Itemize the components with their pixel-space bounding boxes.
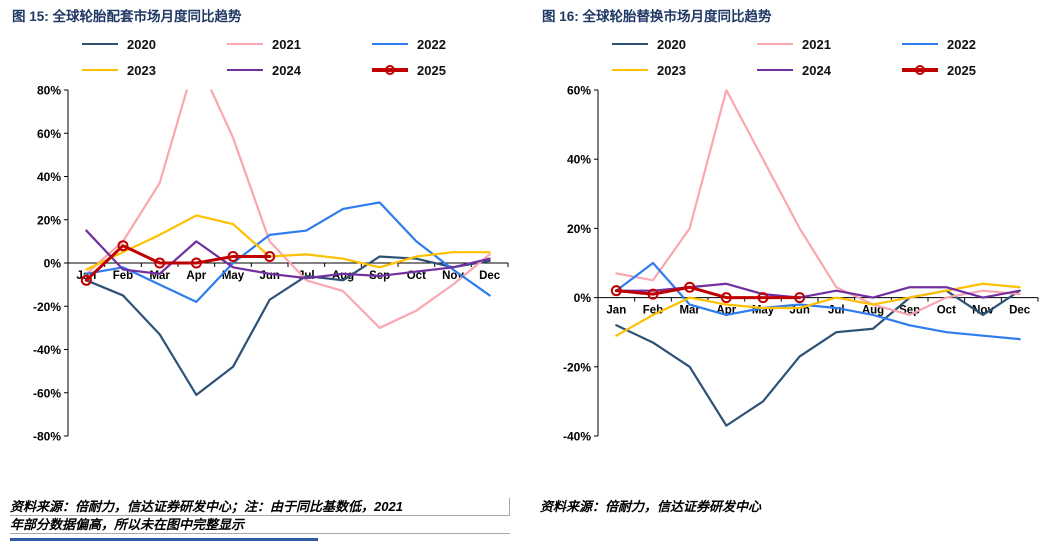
svg-text:0%: 0% bbox=[574, 291, 592, 305]
legend-label-2022: 2022 bbox=[417, 36, 446, 52]
svg-text:20%: 20% bbox=[37, 213, 61, 227]
legend-item-2021: 2021 bbox=[227, 34, 372, 54]
svg-text:Oct: Oct bbox=[937, 305, 956, 317]
svg-text:Jan: Jan bbox=[606, 305, 626, 317]
legend-swatch-2023 bbox=[612, 68, 648, 72]
legend-item-2022: 2022 bbox=[902, 34, 1048, 54]
legend-item-2024: 2024 bbox=[757, 60, 902, 80]
svg-text:Dec: Dec bbox=[1009, 305, 1031, 317]
figure-16-title: 图 16: 全球轮胎替换市场月度同比趋势 bbox=[542, 9, 772, 24]
legend-item-2023: 2023 bbox=[82, 60, 227, 80]
legend-item-2023: 2023 bbox=[612, 60, 757, 80]
svg-text:60%: 60% bbox=[567, 84, 591, 98]
svg-text:40%: 40% bbox=[37, 170, 61, 184]
legend-label-2024: 2024 bbox=[802, 62, 831, 78]
legend-item-2024: 2024 bbox=[227, 60, 372, 80]
legend-label-2025: 2025 bbox=[417, 62, 446, 78]
legend-swatch-2025 bbox=[372, 65, 408, 75]
legend-item-2025: 2025 bbox=[372, 60, 518, 80]
legend-swatch-2022 bbox=[902, 42, 938, 46]
svg-text:20%: 20% bbox=[567, 222, 591, 236]
legend-label-2022: 2022 bbox=[947, 36, 976, 52]
svg-text:-40%: -40% bbox=[33, 343, 61, 357]
svg-text:Apr: Apr bbox=[186, 270, 206, 282]
svg-text:-20%: -20% bbox=[33, 300, 61, 314]
legend-label-2021: 2021 bbox=[272, 36, 301, 52]
legend-swatch-2024 bbox=[227, 68, 263, 72]
bottom-divider-rule bbox=[10, 538, 318, 541]
legend-label-2020: 2020 bbox=[127, 36, 156, 52]
legend-item-2020: 2020 bbox=[612, 34, 757, 54]
svg-text:Mar: Mar bbox=[679, 305, 700, 317]
legend-swatch-2024 bbox=[757, 68, 793, 72]
legend-swatch-2023 bbox=[82, 68, 118, 72]
svg-text:0%: 0% bbox=[44, 257, 62, 271]
legend-item-2022: 2022 bbox=[372, 34, 518, 54]
figure-15-title: 图 15: 全球轮胎配套市场月度同比趋势 bbox=[12, 9, 242, 24]
figure-16-legend: 2020 2021 2022 2023 2024 2025 bbox=[612, 34, 1048, 80]
legend-swatch-2022 bbox=[372, 42, 408, 46]
figure-16: 图 16: 全球轮胎替换市场月度同比趋势 2020 2021 2022 2023… bbox=[530, 0, 1060, 541]
figure-15-legend: 2020 2021 2022 2023 2024 2025 bbox=[82, 34, 518, 80]
svg-text:May: May bbox=[222, 270, 245, 282]
legend-swatch-2020 bbox=[612, 42, 648, 46]
oem-market-line-chart: -80%-60%-40%-20%0%20%40%60%80%Jan Feb Mar A… bbox=[33, 84, 509, 444]
legend-label-2023: 2023 bbox=[657, 62, 686, 78]
legend-label-2021: 2021 bbox=[802, 36, 831, 52]
svg-text:-80%: -80% bbox=[33, 430, 61, 444]
svg-text:Feb: Feb bbox=[113, 270, 133, 282]
legend-swatch-2021 bbox=[757, 42, 793, 46]
legend-label-2025: 2025 bbox=[947, 62, 976, 78]
source-text-line1: 资料来源：倍耐力，信达证券研发中心；注：由于同比基数低，2021 bbox=[10, 498, 510, 516]
svg-text:60%: 60% bbox=[37, 127, 61, 141]
legend-item-2020: 2020 bbox=[82, 34, 227, 54]
figure-15: 图 15: 全球轮胎配套市场月度同比趋势 2020 2021 2022 2023… bbox=[10, 9, 518, 541]
svg-text:Dec: Dec bbox=[479, 270, 501, 282]
svg-text:-20%: -20% bbox=[563, 360, 591, 374]
legend-label-2023: 2023 bbox=[127, 62, 156, 78]
source-text: 资料来源：倍耐力，信达证券研发中心 bbox=[540, 499, 762, 514]
svg-text:80%: 80% bbox=[37, 84, 61, 98]
svg-text:Nov: Nov bbox=[972, 305, 994, 317]
svg-text:40%: 40% bbox=[567, 153, 591, 167]
legend-swatch-2025 bbox=[902, 65, 938, 75]
legend-item-2021: 2021 bbox=[757, 34, 902, 54]
legend-label-2020: 2020 bbox=[657, 36, 686, 52]
legend-swatch-2021 bbox=[227, 42, 263, 46]
legend-label-2024: 2024 bbox=[272, 62, 301, 78]
legend-item-2025: 2025 bbox=[902, 60, 1048, 80]
replacement-market-line-chart: -40%-20%0%20%40%60%Jan Feb Mar Apr May Jun Jul… bbox=[563, 84, 1039, 444]
figure-15-source: 资料来源：倍耐力，信达证券研发中心；注：由于同比基数低，2021 年部分数据偏高… bbox=[10, 498, 510, 541]
svg-text:-60%: -60% bbox=[33, 386, 61, 400]
svg-text:-40%: -40% bbox=[563, 430, 591, 444]
figure-16-source: 资料来源：倍耐力，信达证券研发中心 bbox=[540, 498, 1048, 515]
legend-swatch-2020 bbox=[82, 42, 118, 46]
source-text-line2: 年部分数据偏高，所以未在图中完整显示 bbox=[10, 516, 510, 534]
